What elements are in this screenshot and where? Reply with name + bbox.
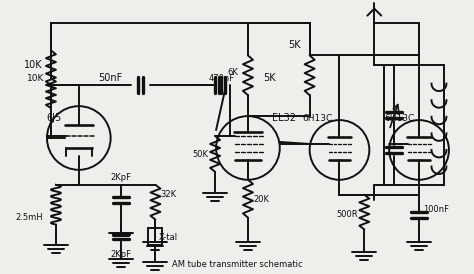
Text: 6H13C: 6H13C (302, 114, 333, 122)
Text: 50K: 50K (192, 150, 208, 159)
Text: 470nF: 470nF (209, 74, 235, 83)
Text: 5K: 5K (264, 73, 276, 83)
Text: 6J5: 6J5 (46, 113, 61, 123)
Text: 20K: 20K (254, 195, 270, 204)
Text: AM tube transmitter schematic: AM tube transmitter schematic (172, 260, 302, 269)
Text: X-tal: X-tal (159, 233, 178, 242)
Text: EL32: EL32 (272, 113, 296, 123)
Text: 2KpF: 2KpF (110, 250, 131, 259)
Text: 6H13C: 6H13C (384, 114, 414, 122)
Text: 5K: 5K (288, 41, 301, 50)
Bar (148, 227, 163, 246)
Text: 100nF: 100nF (423, 205, 449, 214)
Text: 2KpF: 2KpF (110, 173, 131, 182)
Text: 50nF: 50nF (99, 73, 123, 83)
Text: 32K: 32K (160, 190, 176, 199)
Text: 10K: 10K (24, 60, 42, 70)
Text: 500R: 500R (337, 210, 358, 219)
Text: 6K: 6K (228, 68, 238, 77)
Text: 10K: 10K (27, 74, 45, 83)
Text: 2.5mH: 2.5mH (15, 213, 43, 222)
